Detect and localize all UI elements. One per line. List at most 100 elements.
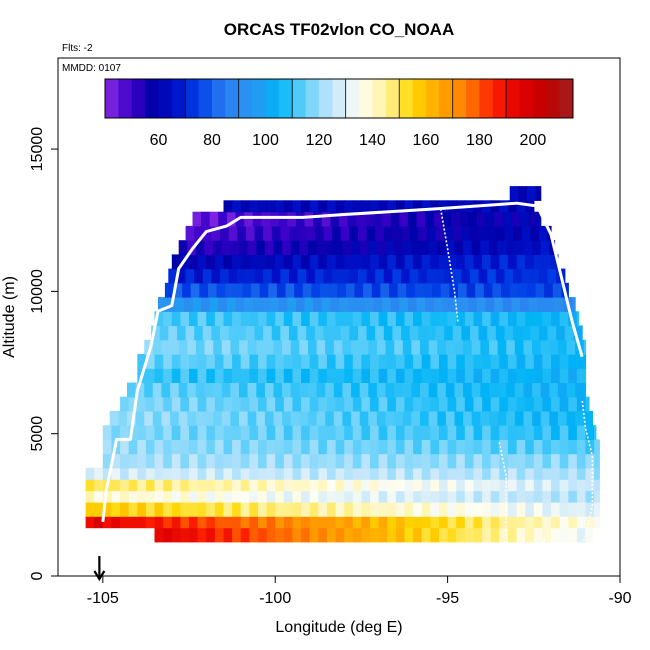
heatmap-cell [292, 516, 302, 529]
heatmap-cell [361, 439, 371, 455]
heatmap-cell [249, 439, 259, 455]
heatmap-cell [551, 425, 561, 440]
heatmap-cell [249, 200, 259, 213]
heatmap-cell [490, 516, 500, 529]
heatmap-cell [85, 502, 95, 517]
heatmap-cell [421, 425, 431, 440]
heatmap-cell [352, 396, 362, 412]
heatmap-cell [559, 516, 569, 529]
heatmap-cell [352, 368, 362, 383]
heatmap-cell [292, 425, 302, 440]
heatmap-cell [499, 425, 509, 440]
heatmap-cell [387, 354, 397, 369]
heatmap-cell [409, 225, 419, 241]
heatmap-cell [542, 396, 552, 412]
heatmap-cell [523, 339, 533, 355]
heatmap-cell [163, 396, 173, 412]
heatmap-cell [221, 240, 231, 255]
heatmap-cell [340, 268, 350, 284]
heatmap-cell [256, 240, 266, 255]
heatmap-cell [292, 479, 302, 492]
heatmap-cell [583, 410, 593, 426]
heatmap-cell [395, 467, 406, 480]
heatmap-cell [240, 254, 250, 270]
heatmap-cell [413, 311, 423, 327]
heatmap-cell [471, 410, 481, 426]
heatmap-cell [204, 410, 214, 426]
heatmap-cell [292, 354, 302, 369]
flight-track-3 [498, 399, 594, 575]
heatmap-cell [197, 439, 207, 455]
colorbar-swatch [105, 79, 119, 118]
heatmap-cell [395, 311, 406, 327]
heatmap-cell [337, 282, 347, 298]
heatmap-cell [276, 282, 287, 298]
heatmap-cell [289, 225, 299, 241]
heatmap-cell [256, 339, 266, 355]
heatmap-cell [275, 453, 285, 469]
heatmap-cell [299, 410, 309, 426]
heatmap-cell [490, 425, 500, 440]
heatmap-cell [482, 439, 492, 455]
heatmap-cell [314, 225, 325, 241]
heatmap-cell [326, 490, 337, 503]
colorbar-swatch [412, 79, 427, 118]
heatmap-cell [266, 254, 276, 270]
heatmap-cell [318, 311, 328, 327]
heatmap-cell [144, 410, 154, 426]
heatmap-cell [249, 479, 259, 492]
heatmap-cell [390, 297, 400, 312]
colorbar-swatch [546, 79, 561, 118]
heatmap-cell [128, 439, 138, 455]
heatmap-cell [183, 297, 193, 312]
heatmap-cell [295, 211, 306, 227]
heatmap-cell [220, 325, 230, 341]
heatmap-cell [411, 339, 421, 355]
heatmap-cell [94, 479, 104, 492]
heatmap-cell [111, 479, 121, 492]
heatmap-cell [559, 439, 569, 455]
heatmap-cell [507, 396, 518, 412]
heatmap-cell [495, 225, 506, 241]
flight-track-2 [439, 208, 459, 323]
heatmap-cell [366, 325, 376, 341]
heatmap-cell [342, 240, 352, 255]
heatmap-cell [214, 311, 225, 327]
heatmap-cell [464, 453, 474, 469]
heatmap-cell [447, 396, 457, 412]
heatmap-cell [328, 282, 338, 298]
heatmap-cell [237, 268, 247, 284]
heatmap-cell [507, 439, 518, 455]
heatmap-cell [490, 502, 500, 517]
heatmap-cell [332, 268, 342, 284]
heatmap-cell [214, 453, 225, 469]
heatmap-cell [94, 516, 104, 529]
heatmap-cell [439, 354, 449, 369]
heatmap-cell [437, 339, 447, 355]
heatmap-cell [292, 311, 302, 327]
heatmap-cell [413, 490, 423, 503]
heatmap-cell [568, 502, 578, 517]
colorbar-swatch [305, 79, 320, 118]
heatmap-cell [447, 425, 457, 440]
heatmap-cell [539, 225, 549, 241]
heatmap-cell [489, 382, 499, 398]
heatmap-cell [421, 254, 431, 270]
heatmap-cell [568, 396, 578, 412]
heatmap-cell [399, 297, 409, 312]
heatmap-cell [94, 502, 104, 517]
heatmap-cell [518, 186, 528, 201]
heatmap-cell [283, 368, 293, 383]
heatmap-cell [247, 339, 257, 355]
heatmap-cell [335, 368, 345, 383]
heatmap-cell [301, 254, 311, 270]
heatmap-cell [213, 240, 223, 255]
heatmap-cell [197, 354, 207, 369]
heatmap-cell [566, 339, 576, 355]
heatmap-cell [456, 490, 466, 503]
heatmap-cell [301, 453, 311, 469]
heatmap-cell [459, 297, 469, 312]
heatmap-cell [102, 467, 112, 480]
heatmap-cell [111, 502, 121, 517]
heatmap-cell [576, 490, 587, 503]
